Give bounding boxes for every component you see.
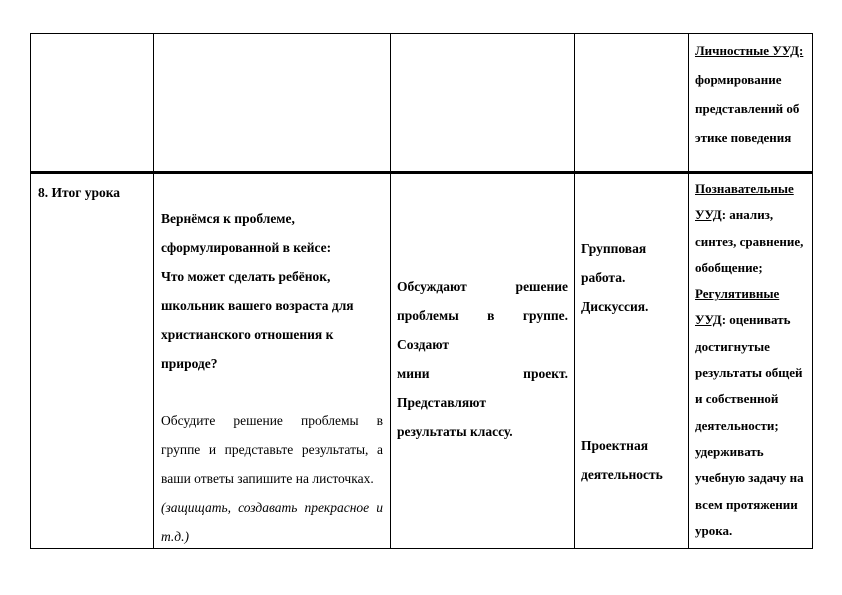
work-form-group: Групповая работа. Дискуссия. [581,241,649,314]
work-form-project: Проектная деятельность [581,438,663,482]
stage-title: 8. Итог урока [38,185,121,200]
cell-r1-teacher-empty [153,33,391,173]
cell-uud-results: Познавательные УУД: анализ, синтез, сравне… [688,171,813,549]
cell-student-activity: Обсуждают решение проблемы в группе. Созд… [390,171,575,549]
cell-lesson-stage: 8. Итог урока [30,171,154,549]
cognitive-regulative-uud-text: Познавательные УУД: анализ, синтез, сравне… [695,181,804,538]
teacher-group-task: Обсудите решение проблемы в группе и пред… [161,413,383,486]
teacher-case-question: Что может сделать ребёнок, школьник вашег… [161,269,354,371]
table-row: Личностные УУД: формирование представлений… [30,33,813,173]
cell-r1-stage-empty [30,33,154,173]
cell-teacher-activity: Вернёмся к проблеме, сформулированной в к… [153,171,391,549]
cell-r1-forms-empty [574,33,689,173]
personal-uud-text: Личностные УУД: формирование представлений… [695,43,804,145]
cell-r1-students-empty [390,33,575,173]
table-row: 8. Итог урока Вернёмся к проблеме, сформу… [30,171,813,549]
lesson-plan-table: Личностные УУД: формирование представлений… [30,33,813,549]
cell-r1-personal-uud: Личностные УУД: формирование представлений… [688,33,813,173]
teacher-answer-hint: (защищать, создавать прекрасное и т.д.) [161,500,383,544]
students-activity-text: Обсуждают решение проблемы в группе. Созд… [397,279,568,439]
teacher-problem-heading: Вернёмся к проблеме, сформулированной в к… [161,211,332,255]
cell-work-forms: Групповая работа. Дискуссия. Проектная деят… [574,171,689,549]
